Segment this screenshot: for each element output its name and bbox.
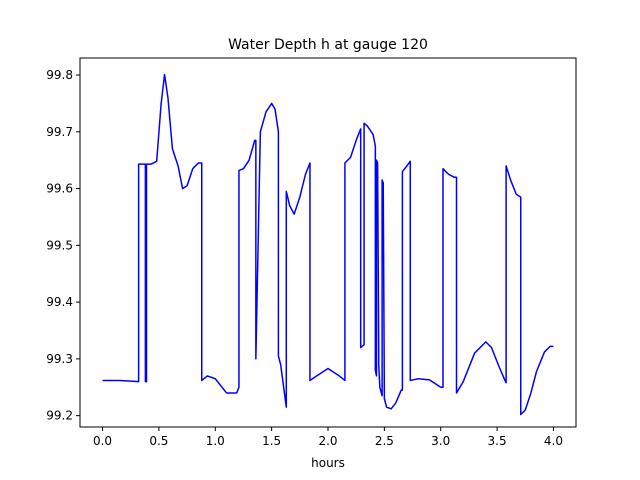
x-tick-label: 3.0	[431, 434, 450, 448]
y-tick-label: 99.5	[46, 238, 73, 252]
y-tick-label: 99.7	[46, 125, 73, 139]
x-tick-label: 4.0	[544, 434, 563, 448]
y-tick-label: 99.3	[46, 352, 73, 366]
x-tick-label: 0.0	[93, 434, 112, 448]
chart-title: Water Depth h at gauge 120	[228, 37, 428, 53]
x-tick-label: 2.0	[318, 434, 337, 448]
x-axis: 0.0 0.5 1.0 1.5 2.0 2.5 3.0 3.5 4.0	[93, 427, 563, 448]
x-tick-label: 0.5	[149, 434, 168, 448]
y-tick-label: 99.8	[46, 68, 73, 82]
x-tick-label: 3.5	[488, 434, 507, 448]
plot-area	[80, 58, 576, 427]
x-axis-label: hours	[311, 456, 345, 470]
series-line-1	[102, 73, 554, 416]
y-tick-label: 99.4	[46, 295, 73, 309]
x-tick-label: 1.5	[262, 434, 281, 448]
y-axis: 99.2 99.3 99.4 99.5 99.6 99.7 99.8	[46, 68, 80, 423]
y-tick-label: 99.2	[46, 409, 73, 423]
x-tick-label: 2.5	[375, 434, 394, 448]
series-layer	[102, 73, 554, 416]
x-tick-label: 1.0	[206, 434, 225, 448]
y-tick-label: 99.6	[46, 182, 73, 196]
